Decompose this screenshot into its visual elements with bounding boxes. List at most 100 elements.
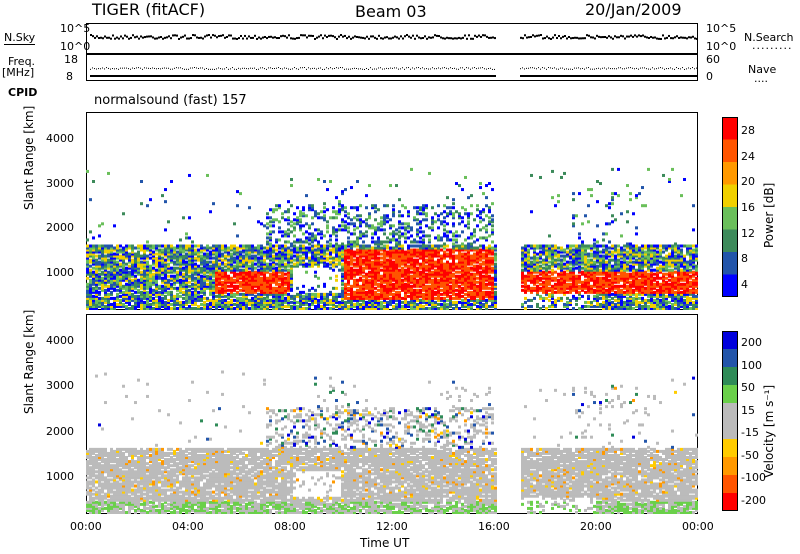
heatmap-cell xyxy=(227,292,230,296)
noise-sample xyxy=(280,35,282,38)
heatmap-cell xyxy=(407,264,410,268)
heatmap-cell xyxy=(317,300,320,304)
heatmap-cell xyxy=(413,248,416,252)
heatmap-cell xyxy=(419,300,422,304)
heatmap-cell xyxy=(113,300,116,304)
heatmap-cell xyxy=(392,238,395,242)
heatmap-cell xyxy=(107,307,110,310)
heatmap-cell xyxy=(266,292,269,296)
heatmap-cell xyxy=(398,268,401,272)
heatmap-cell xyxy=(125,298,128,302)
heatmap-cell xyxy=(248,246,251,250)
heatmap-cell xyxy=(248,206,251,210)
heatmap-cell xyxy=(455,240,458,244)
heatmap-cell xyxy=(95,250,98,254)
heatmap-cell xyxy=(443,282,446,286)
heatmap-cell xyxy=(437,294,440,298)
heatmap-cell xyxy=(215,264,218,268)
heatmap-cell xyxy=(350,186,353,190)
heatmap-cell xyxy=(332,286,335,290)
heatmap-cell xyxy=(254,282,257,286)
heatmap-cell xyxy=(182,296,185,300)
heatmap-cell xyxy=(140,280,143,284)
heatmap-cell xyxy=(386,280,389,284)
heatmap-cell xyxy=(332,302,335,306)
heatmap-cell xyxy=(464,256,467,260)
heatmap-cell xyxy=(386,284,389,288)
heatmap-cell xyxy=(293,298,296,302)
heatmap-cell xyxy=(290,244,293,248)
heatmap-cell xyxy=(389,254,392,258)
heatmap-cell xyxy=(353,262,356,266)
heatmap-cell xyxy=(260,290,263,294)
heatmap-cell xyxy=(266,216,269,220)
heatmap-cell xyxy=(137,290,140,294)
heatmap-cell xyxy=(182,286,185,290)
heatmap-cell xyxy=(113,284,116,288)
frequency-sample xyxy=(476,68,477,70)
heatmap-cell xyxy=(395,184,398,188)
heatmap-cell xyxy=(401,274,404,278)
heatmap-cell xyxy=(317,252,320,256)
heatmap-cell xyxy=(440,256,443,260)
frequency-sample xyxy=(430,68,431,70)
heatmap-cell xyxy=(176,266,179,270)
heatmap-cell xyxy=(161,288,164,292)
nave-sample xyxy=(394,75,396,77)
heatmap-cell xyxy=(230,304,233,308)
heatmap-cell xyxy=(275,272,278,276)
heatmap-cell xyxy=(434,276,437,280)
heatmap-cell xyxy=(419,208,422,212)
heatmap-cell xyxy=(206,268,209,272)
heatmap-cell xyxy=(89,268,92,272)
heatmap-cell xyxy=(473,292,476,296)
heatmap-cell xyxy=(410,290,413,294)
heatmap-cell xyxy=(470,274,473,278)
heatmap-cell xyxy=(227,260,230,264)
heatmap-cell xyxy=(104,248,107,252)
heatmap-cell xyxy=(431,298,434,302)
heatmap-cell xyxy=(428,260,431,264)
heatmap-cell xyxy=(344,224,347,228)
heatmap-cell xyxy=(128,302,131,306)
heatmap-cell xyxy=(365,274,368,278)
heatmap-cell xyxy=(410,280,413,284)
heatmap-cell xyxy=(89,292,92,296)
heatmap-cell xyxy=(305,302,308,306)
heatmap-cell xyxy=(392,282,395,286)
nave-sample xyxy=(594,75,596,77)
power-heatmap xyxy=(86,167,698,310)
heatmap-cell xyxy=(251,272,254,276)
heatmap-cell xyxy=(251,276,254,280)
heatmap-cell xyxy=(446,260,449,264)
frequency-sample xyxy=(322,68,323,70)
heatmap-cell xyxy=(314,250,317,254)
nave-sample xyxy=(106,75,108,77)
nave-sample xyxy=(438,75,440,77)
heatmap-cell xyxy=(140,290,143,294)
heatmap-cell xyxy=(314,300,317,304)
heatmap-cell xyxy=(176,307,179,310)
heatmap-cell xyxy=(257,270,260,274)
noise-sample xyxy=(594,37,596,40)
nsky-label: N.Sky xyxy=(4,31,36,45)
heatmap-cell xyxy=(332,232,335,236)
heatmap-cell xyxy=(458,234,461,238)
nave-sample xyxy=(668,75,670,77)
heatmap-cell xyxy=(239,264,242,268)
nave-sample xyxy=(96,75,98,77)
heatmap-cell xyxy=(407,288,410,292)
heatmap-cell xyxy=(473,276,476,280)
heatmap-cell xyxy=(248,278,251,282)
heatmap-cell xyxy=(467,248,470,252)
heatmap-cell xyxy=(281,252,284,256)
heatmap-cell xyxy=(419,264,422,268)
heatmap-cell xyxy=(200,276,203,280)
heatmap-cell xyxy=(242,300,245,304)
frequency-sample xyxy=(586,67,587,69)
heatmap-cell xyxy=(152,282,155,286)
heatmap-cell xyxy=(119,282,122,286)
heatmap-cell xyxy=(371,288,374,292)
heatmap-cell xyxy=(170,307,173,310)
heatmap-cell xyxy=(236,292,239,296)
